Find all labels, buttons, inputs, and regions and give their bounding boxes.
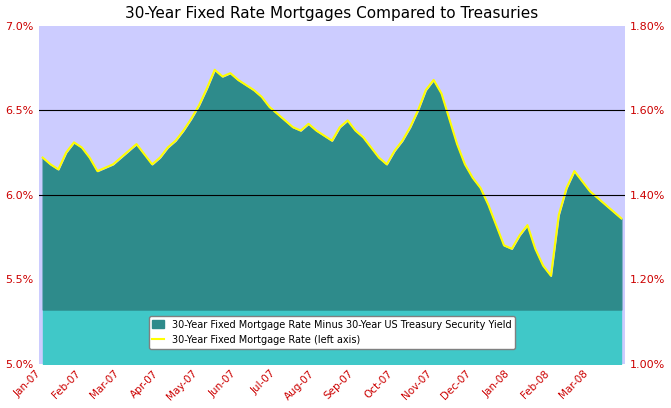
Title: 30-Year Fixed Rate Mortgages Compared to Treasuries: 30-Year Fixed Rate Mortgages Compared to… (125, 6, 539, 20)
Legend: 30-Year Fixed Mortgage Rate Minus 30-Year US Treasury Security Yield, 30-Year Fi: 30-Year Fixed Mortgage Rate Minus 30-Yea… (148, 316, 515, 348)
